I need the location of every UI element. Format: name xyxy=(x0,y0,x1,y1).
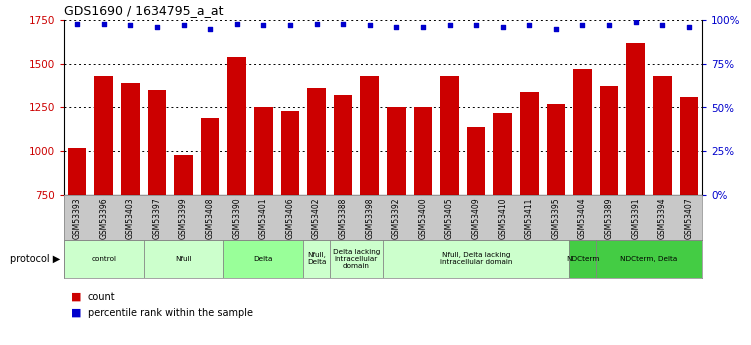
Text: GSM53390: GSM53390 xyxy=(232,197,241,239)
Bar xyxy=(281,111,299,326)
Text: GSM53401: GSM53401 xyxy=(259,197,268,239)
Text: GSM53405: GSM53405 xyxy=(445,197,454,239)
Text: Nfull: Nfull xyxy=(175,256,192,262)
Bar xyxy=(573,69,592,326)
Point xyxy=(177,22,189,28)
Bar xyxy=(68,148,86,326)
Bar xyxy=(224,240,303,278)
Point xyxy=(496,24,508,30)
Point xyxy=(391,24,403,30)
Text: GSM53399: GSM53399 xyxy=(179,197,188,239)
Text: GSM53409: GSM53409 xyxy=(472,197,481,239)
Text: GSM53411: GSM53411 xyxy=(525,197,534,239)
Point xyxy=(577,22,589,28)
Text: GDS1690 / 1634795_a_at: GDS1690 / 1634795_a_at xyxy=(64,4,223,18)
Point xyxy=(603,22,615,28)
Text: GSM53395: GSM53395 xyxy=(551,197,560,239)
Bar xyxy=(569,240,596,278)
Point xyxy=(125,22,137,28)
Bar xyxy=(333,95,352,326)
Bar xyxy=(254,108,273,326)
Text: ■: ■ xyxy=(71,292,86,302)
Text: control: control xyxy=(91,256,116,262)
Point xyxy=(258,22,270,28)
Bar xyxy=(307,88,326,326)
Bar xyxy=(387,108,406,326)
Point xyxy=(523,22,535,28)
Point xyxy=(444,22,456,28)
Point xyxy=(417,24,429,30)
Text: GSM53407: GSM53407 xyxy=(684,197,693,239)
Point xyxy=(284,22,296,28)
Text: Delta lacking
intracellular
domain: Delta lacking intracellular domain xyxy=(333,249,380,269)
Point xyxy=(629,19,641,24)
Point xyxy=(310,21,322,26)
Text: GSM53389: GSM53389 xyxy=(605,197,614,239)
Point xyxy=(656,22,668,28)
Text: GSM53392: GSM53392 xyxy=(392,197,401,239)
Text: Nfull, Delta lacking
intracellular domain: Nfull, Delta lacking intracellular domai… xyxy=(440,253,512,266)
Text: percentile rank within the sample: percentile rank within the sample xyxy=(88,307,253,317)
Text: GSM53403: GSM53403 xyxy=(126,197,135,239)
Point xyxy=(204,26,216,31)
Text: GSM53408: GSM53408 xyxy=(206,197,215,239)
Text: GSM53398: GSM53398 xyxy=(365,197,374,239)
Text: NDCterm, Delta: NDCterm, Delta xyxy=(620,256,677,262)
Text: GSM53388: GSM53388 xyxy=(339,197,348,239)
Text: GSM53397: GSM53397 xyxy=(152,197,161,239)
Text: GSM53410: GSM53410 xyxy=(498,197,507,239)
Bar xyxy=(493,113,512,326)
Bar xyxy=(680,97,698,326)
Bar xyxy=(440,76,459,326)
Bar xyxy=(143,240,224,278)
Bar xyxy=(121,83,140,326)
Text: GSM53391: GSM53391 xyxy=(631,197,640,239)
Point xyxy=(98,21,110,26)
Bar xyxy=(414,108,433,326)
Bar xyxy=(467,127,485,326)
Point xyxy=(550,26,562,31)
Text: protocol ▶: protocol ▶ xyxy=(10,254,60,264)
Bar xyxy=(626,43,645,326)
Bar xyxy=(600,87,618,326)
Point xyxy=(231,21,243,26)
Text: GSM53396: GSM53396 xyxy=(99,197,108,239)
Text: NDCterm: NDCterm xyxy=(566,256,599,262)
Point xyxy=(337,21,349,26)
Bar xyxy=(95,76,113,326)
Bar xyxy=(174,155,193,326)
Bar xyxy=(228,57,246,326)
Bar xyxy=(148,90,166,326)
Point xyxy=(470,22,482,28)
Bar xyxy=(596,240,702,278)
Bar xyxy=(64,240,143,278)
Bar xyxy=(303,240,330,278)
Bar xyxy=(360,76,379,326)
Text: GSM53393: GSM53393 xyxy=(73,197,82,239)
Bar xyxy=(330,240,383,278)
Point xyxy=(363,22,376,28)
Text: GSM53402: GSM53402 xyxy=(312,197,321,239)
Point xyxy=(71,21,83,26)
Point xyxy=(151,24,163,30)
Bar xyxy=(520,92,538,326)
Text: Delta: Delta xyxy=(254,256,273,262)
Text: GSM53406: GSM53406 xyxy=(285,197,294,239)
Bar xyxy=(383,240,569,278)
Point xyxy=(683,24,695,30)
Text: count: count xyxy=(88,292,116,302)
Text: GSM53404: GSM53404 xyxy=(578,197,587,239)
Text: GSM53400: GSM53400 xyxy=(418,197,427,239)
Bar xyxy=(547,104,566,326)
Text: ■: ■ xyxy=(71,307,86,317)
Bar xyxy=(653,76,671,326)
Text: Nfull,
Delta: Nfull, Delta xyxy=(307,253,326,266)
Bar xyxy=(201,118,219,326)
Text: GSM53394: GSM53394 xyxy=(658,197,667,239)
